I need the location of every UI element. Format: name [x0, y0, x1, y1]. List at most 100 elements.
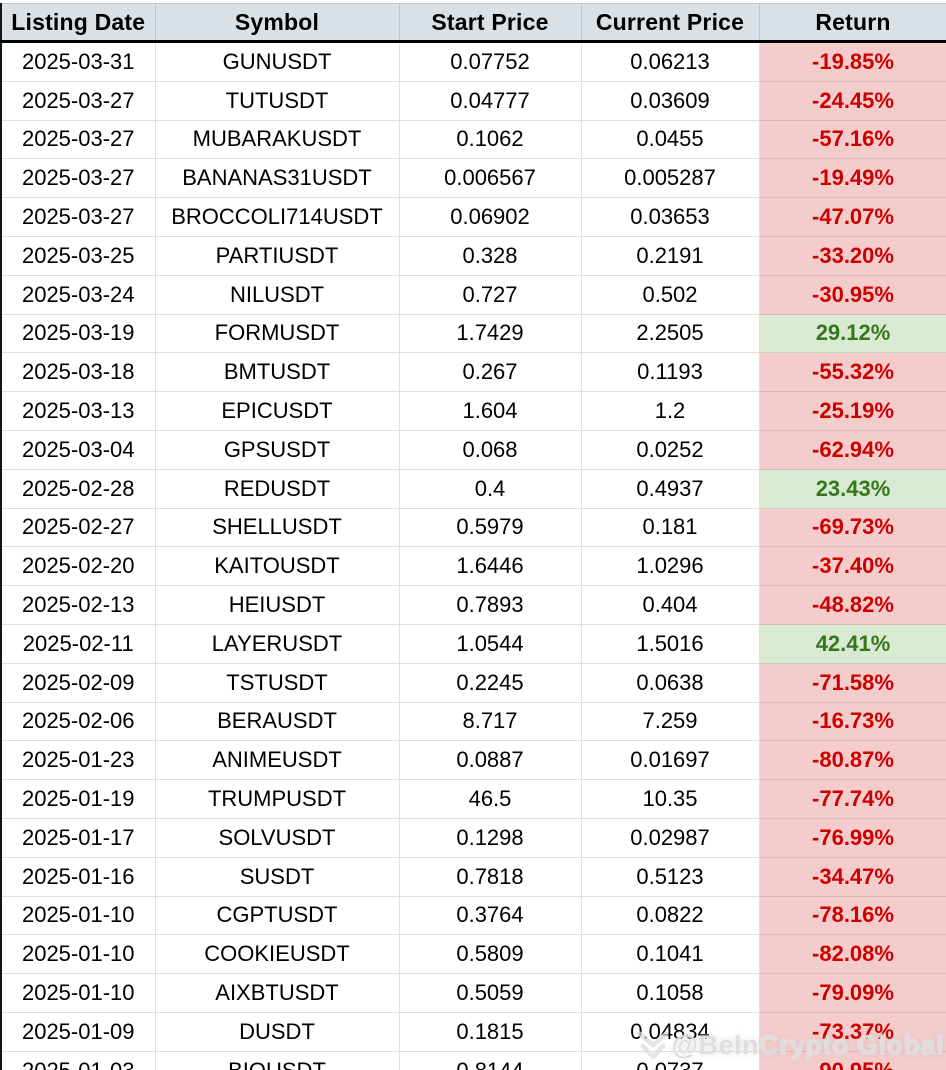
cell-start-price: 46.5 — [398, 779, 582, 819]
cell-listing-date: 2025-01-17 — [0, 817, 156, 858]
table-row: 2025-03-27 BANANAS31USDT 0.006567 0.0052… — [0, 158, 946, 199]
cell-return: -62.94% — [758, 429, 946, 470]
cell-listing-date: 2025-02-09 — [0, 662, 156, 703]
cell-start-price: 0.5979 — [398, 507, 582, 548]
cell-return: -25.19% — [758, 391, 946, 431]
table-row: 2025-01-16 SUSDT 0.7818 0.5123 -34.47% — [0, 856, 946, 897]
table-row: 2025-02-11 LAYERUSDT 1.0544 1.5016 42.41… — [0, 623, 946, 664]
table-row: 2025-03-19 FORMUSDT 1.7429 2.2505 29.12% — [0, 313, 946, 354]
table-row: 2025-01-10 AIXBTUSDT 0.5059 0.1058 -79.0… — [0, 973, 946, 1013]
cell-symbol: GUNUSDT — [154, 41, 400, 82]
cell-start-price: 0.5809 — [398, 934, 582, 975]
column-header-symbol: Symbol — [155, 3, 400, 43]
cell-return: -77.74% — [758, 779, 946, 819]
cell-current-price: 0.1041 — [580, 934, 760, 975]
cell-symbol: BERAUSDT — [154, 701, 400, 742]
table-row: 2025-02-13 HEIUSDT 0.7893 0.404 -48.82% — [0, 585, 946, 625]
cell-return: 42.41% — [758, 623, 946, 664]
table-row: 2025-03-18 BMTUSDT 0.267 0.1193 -55.32% — [0, 352, 946, 393]
cell-listing-date: 2025-01-10 — [0, 973, 156, 1013]
cell-start-price: 1.7429 — [398, 313, 582, 354]
table-row: 2025-01-10 COOKIEUSDT 0.5809 0.1041 -82.… — [0, 934, 946, 975]
cell-listing-date: 2025-03-27 — [0, 197, 156, 237]
cell-symbol: AIXBTUSDT — [154, 973, 400, 1013]
cell-current-price: 0.181 — [580, 507, 760, 548]
cell-return: -57.16% — [758, 119, 946, 160]
cell-symbol: SOLVUSDT — [154, 817, 400, 858]
cell-current-price: 0.03653 — [580, 197, 760, 237]
table-row: 2025-03-13 EPICUSDT 1.604 1.2 -25.19% — [0, 391, 946, 431]
cell-current-price: 0.01697 — [580, 740, 760, 781]
cell-symbol: EPICUSDT — [154, 391, 400, 431]
cell-listing-date: 2025-01-23 — [0, 740, 156, 781]
cell-start-price: 0.1815 — [398, 1011, 582, 1052]
cell-return: -79.09% — [758, 973, 946, 1013]
cell-return: 29.12% — [758, 313, 946, 354]
cell-current-price: 0.404 — [580, 585, 760, 625]
cell-symbol: TUTUSDT — [154, 80, 400, 121]
table-row: 2025-03-04 GPSUSDT 0.068 0.0252 -62.94% — [0, 429, 946, 470]
cell-start-price: 1.0544 — [398, 623, 582, 664]
table-row: 2025-02-20 KAITOUSDT 1.6446 1.0296 -37.4… — [0, 546, 946, 587]
cell-symbol: KAITOUSDT — [154, 546, 400, 587]
table-row: 2025-01-19 TRUMPUSDT 46.5 10.35 -77.74% — [0, 779, 946, 819]
cell-symbol: SUSDT — [154, 856, 400, 897]
cell-current-price: 0.0455 — [580, 119, 760, 160]
cell-return: -69.73% — [758, 507, 946, 548]
cell-listing-date: 2025-01-09 — [0, 1011, 156, 1052]
cell-start-price: 1.604 — [398, 391, 582, 431]
cell-start-price: 8.717 — [398, 701, 582, 742]
cell-listing-date: 2025-03-19 — [0, 313, 156, 354]
cell-start-price: 0.04777 — [398, 80, 582, 121]
table-row: 2025-03-31 GUNUSDT 0.07752 0.06213 -19.8… — [0, 41, 946, 82]
cell-return: -19.85% — [758, 41, 946, 82]
cell-start-price: 0.7893 — [398, 585, 582, 625]
cell-current-price: 0.502 — [580, 274, 760, 315]
cell-return: -24.45% — [758, 80, 946, 121]
cell-current-price: 0.1193 — [580, 352, 760, 393]
cell-listing-date: 2025-02-13 — [0, 585, 156, 625]
column-header-return: Return — [759, 3, 946, 43]
cell-listing-date: 2025-03-13 — [0, 391, 156, 431]
table-row: 2025-01-03 BIOUSDT 0.8144 0.0737 -90.95% — [0, 1050, 946, 1070]
cell-start-price: 0.4 — [398, 468, 582, 509]
cell-return: 23.43% — [758, 468, 946, 509]
cell-symbol: REDUSDT — [154, 468, 400, 509]
cell-symbol: BMTUSDT — [154, 352, 400, 393]
column-header-start-price: Start Price — [399, 3, 582, 43]
cell-current-price: 0.0822 — [580, 895, 760, 936]
cell-listing-date: 2025-01-10 — [0, 895, 156, 936]
cell-current-price: 1.2 — [580, 391, 760, 431]
table-row: 2025-01-23 ANIMEUSDT 0.0887 0.01697 -80.… — [0, 740, 946, 781]
cell-current-price: 7.259 — [580, 701, 760, 742]
cell-symbol: FORMUSDT — [154, 313, 400, 354]
cell-symbol: CGPTUSDT — [154, 895, 400, 936]
cell-return: -48.82% — [758, 585, 946, 625]
cell-return: -82.08% — [758, 934, 946, 975]
cell-current-price: 1.0296 — [580, 546, 760, 587]
cell-symbol: LAYERUSDT — [154, 623, 400, 664]
cell-return: -76.99% — [758, 817, 946, 858]
cell-listing-date: 2025-02-27 — [0, 507, 156, 548]
cell-listing-date: 2025-01-19 — [0, 779, 156, 819]
cell-current-price: 2.2505 — [580, 313, 760, 354]
table-row: 2025-01-17 SOLVUSDT 0.1298 0.02987 -76.9… — [0, 817, 946, 858]
cell-symbol: BIOUSDT — [154, 1050, 400, 1070]
cell-start-price: 1.6446 — [398, 546, 582, 587]
cell-start-price: 0.0887 — [398, 740, 582, 781]
column-header-current-price: Current Price — [581, 3, 760, 43]
cell-current-price: 0.1058 — [580, 973, 760, 1013]
cell-current-price: 0.5123 — [580, 856, 760, 897]
cell-symbol: BROCCOLI714USDT — [154, 197, 400, 237]
table-row: 2025-02-09 TSTUSDT 0.2245 0.0638 -71.58% — [0, 662, 946, 703]
cell-current-price: 0.06213 — [580, 41, 760, 82]
table-row: 2025-01-10 CGPTUSDT 0.3764 0.0822 -78.16… — [0, 895, 946, 936]
cell-symbol: COOKIEUSDT — [154, 934, 400, 975]
crypto-listings-table: Listing Date Symbol Start Price Current … — [0, 3, 946, 1070]
cell-symbol: BANANAS31USDT — [154, 158, 400, 199]
cell-return: -78.16% — [758, 895, 946, 936]
cell-listing-date: 2025-02-06 — [0, 701, 156, 742]
cell-start-price: 0.06902 — [398, 197, 582, 237]
table-row: 2025-03-27 BROCCOLI714USDT 0.06902 0.036… — [0, 197, 946, 237]
